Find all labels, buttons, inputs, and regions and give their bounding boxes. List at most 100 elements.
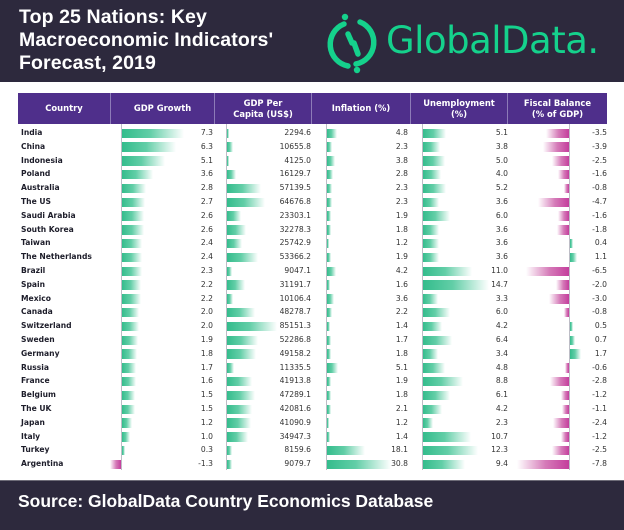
fiscal-balance-value: -0.8	[592, 183, 607, 193]
header-gdp-growth: GDP Growth	[111, 93, 215, 124]
table-row: Mexico 2.2 10106.4 3.6 3.3 -3.0	[0, 292, 624, 306]
gdp-per-capita-value: 10106.4	[279, 293, 311, 303]
table-row: Poland 3.6 16129.7 2.8 4.0 -1.6	[0, 167, 624, 181]
unemployment-value: 5.0	[495, 155, 508, 165]
country-name: Mexico	[21, 293, 51, 303]
gdp-growth-bar	[122, 349, 138, 359]
fiscal-balance-bar	[537, 197, 569, 207]
header-line: (% of GDP)	[531, 108, 584, 119]
unemployment-bar	[423, 156, 446, 166]
gdp-per-capita-bar	[227, 169, 237, 180]
gdp-per-capita-bar	[227, 211, 241, 221]
fiscal-balance-bar	[563, 307, 569, 318]
inflation-value: 1.2	[395, 417, 408, 427]
gdp-per-capita-value: 25742.9	[279, 238, 311, 248]
fiscal-balance-bar	[550, 376, 569, 387]
gdp-per-capita-value: 47289.1	[279, 390, 311, 400]
gdp-per-capita-bar	[227, 294, 233, 304]
gdp-per-capita-bar	[227, 197, 265, 207]
inflation-value: 30.8	[391, 459, 408, 469]
unemployment-value: 9.4	[495, 459, 508, 469]
unemployment-value: 8.8	[495, 376, 508, 386]
title-line: Macroeconomic Indicators'	[19, 29, 274, 51]
gdp-per-capita-value: 4125.0	[284, 155, 311, 165]
globaldata-logo-icon	[327, 13, 377, 74]
fiscal-balance-value: 1.7	[594, 348, 607, 358]
gdp-per-capita-axis	[226, 124, 227, 470]
inflation-value: 1.9	[395, 376, 408, 386]
gdp-growth-value: 2.4	[200, 252, 213, 262]
gdp-per-capita-value: 32278.3	[279, 224, 311, 234]
gdp-per-capita-value: 2294.6	[284, 128, 311, 137]
inflation-value: 1.9	[395, 252, 408, 262]
fiscal-balance-value: -4.7	[592, 197, 607, 206]
source-text: Source: GlobalData Country Economics Dat…	[18, 491, 434, 511]
inflation-value: 1.2	[395, 238, 408, 248]
header-unemployment: Unemployment (%)	[411, 93, 508, 124]
gdp-per-capita-value: 8159.6	[284, 445, 311, 455]
fiscal-balance-bar	[545, 128, 569, 138]
country-name: Brazil	[21, 266, 46, 275]
unemployment-bar	[423, 349, 439, 359]
inflation-value: 1.4	[395, 431, 408, 441]
gdp-growth-value: 5.1	[200, 155, 213, 165]
inflation-bar	[327, 238, 330, 249]
source-band: Source: GlobalData Country Economics Dat…	[0, 480, 624, 530]
unemployment-bar	[423, 432, 472, 442]
gdp-per-capita-value: 9079.7	[284, 459, 311, 469]
gdp-per-capita-bar	[227, 225, 246, 235]
title-band: Top 25 Nations: Key Macroeconomic Indica…	[0, 0, 624, 82]
gdp-growth-value: 2.7	[200, 197, 213, 206]
unemployment-bar	[423, 128, 446, 138]
gdp-per-capita-bar	[227, 349, 256, 359]
gdp-growth-axis	[121, 124, 122, 470]
table-row: The UK 1.5 42081.6 2.1 4.2 -1.1	[0, 402, 624, 416]
country-name: Belgium	[21, 390, 56, 400]
inflation-bar	[327, 211, 331, 221]
gdp-per-capita-value: 48278.7	[279, 307, 311, 317]
gdp-growth-value: 1.8	[200, 348, 213, 358]
gdp-per-capita-bar	[227, 390, 255, 401]
gdp-growth-value: 1.9	[200, 335, 213, 344]
gdp-per-capita-bar	[227, 142, 234, 152]
table-row: The Netherlands 2.4 53366.2 1.9 3.6 1.1	[0, 250, 624, 264]
gdp-growth-bar	[109, 459, 121, 470]
fiscal-balance-value: -1.2	[592, 390, 607, 400]
inflation-value: 2.2	[395, 307, 408, 317]
logo-text: GlobalData.	[386, 19, 599, 62]
unemployment-bar	[423, 459, 466, 470]
table-row: South Korea 2.6 32278.3 1.8 3.6 -1.8	[0, 223, 624, 237]
globaldata-logo: GlobalData.	[324, 10, 614, 74]
header-line: Inflation (%)	[331, 103, 391, 113]
inflation-bar	[327, 197, 332, 207]
inflation-bar	[327, 266, 336, 276]
gdp-growth-value: 2.6	[200, 224, 213, 234]
unemployment-bar	[423, 197, 440, 207]
fiscal-balance-bar	[563, 183, 569, 194]
gdp-per-capita-bar	[227, 404, 252, 414]
unemployment-axis	[422, 124, 423, 470]
unemployment-value: 2.3	[495, 417, 508, 427]
header-line: Country	[45, 103, 83, 113]
gdp-growth-bar	[122, 225, 145, 235]
inflation-bar	[327, 363, 338, 373]
fiscal-balance-bar	[570, 238, 573, 249]
gdp-per-capita-bar	[227, 321, 277, 332]
fiscal-balance-value: -2.8	[592, 376, 607, 386]
table-row: Saudi Arabia 2.6 23303.1 1.9 6.0 -1.6	[0, 209, 624, 223]
inflation-value: 4.2	[395, 266, 408, 275]
country-name: The Netherlands	[21, 252, 92, 262]
country-name: The UK	[21, 404, 52, 413]
unemployment-value: 3.8	[495, 141, 508, 151]
inflation-value: 2.3	[395, 183, 408, 193]
unemployment-bar	[423, 335, 452, 345]
unemployment-value: 3.3	[495, 293, 508, 303]
country-name: Russia	[21, 362, 50, 372]
table-row: Switzerland 2.0 85151.3 1.4 4.2 0.5	[0, 319, 624, 333]
inflation-bar	[327, 307, 332, 318]
fiscal-balance-value: -1.8	[592, 224, 607, 234]
unemployment-bar	[423, 142, 441, 152]
fiscal-balance-bar	[552, 156, 569, 166]
header-line: Capita (US$)	[233, 108, 293, 119]
table-row: China 6.3 10655.8 2.3 3.8 -3.9	[0, 140, 624, 154]
